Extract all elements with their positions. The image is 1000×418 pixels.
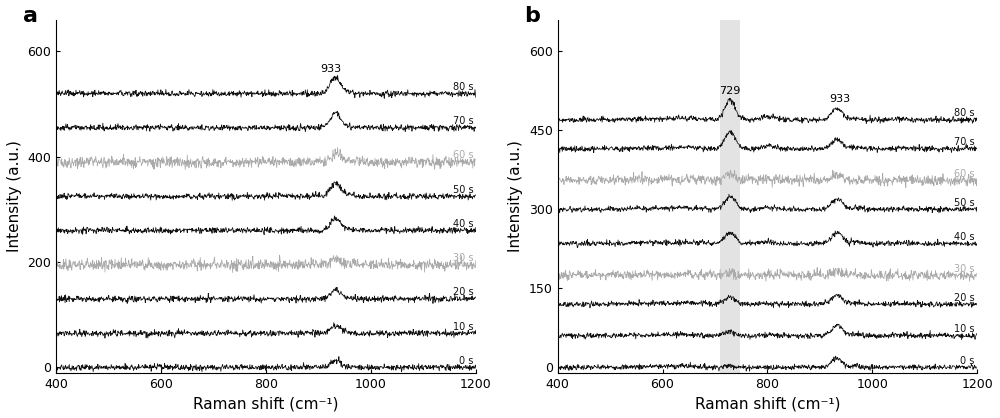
Y-axis label: Intensity (a.u.): Intensity (a.u.) <box>7 140 22 252</box>
Text: 80 s: 80 s <box>453 82 473 92</box>
Text: 20 s: 20 s <box>453 287 473 297</box>
Text: 40 s: 40 s <box>453 219 473 229</box>
Text: 933: 933 <box>320 64 341 74</box>
X-axis label: Raman shift (cm⁻¹): Raman shift (cm⁻¹) <box>695 396 840 411</box>
Text: 50 s: 50 s <box>954 198 975 208</box>
Text: 70 s: 70 s <box>453 116 473 126</box>
Text: 60 s: 60 s <box>954 169 975 179</box>
Text: 0 s: 0 s <box>459 356 473 366</box>
Text: 30 s: 30 s <box>453 253 473 263</box>
Text: 10 s: 10 s <box>453 321 473 331</box>
Text: 30 s: 30 s <box>954 264 975 274</box>
Bar <box>720 20 740 372</box>
Text: 0 s: 0 s <box>960 356 975 366</box>
Y-axis label: Intensity (a.u.): Intensity (a.u.) <box>508 140 523 252</box>
Text: 20 s: 20 s <box>954 293 975 303</box>
Text: 70 s: 70 s <box>954 137 975 147</box>
Text: 933: 933 <box>829 94 850 104</box>
Text: 729: 729 <box>719 86 741 96</box>
Text: 80 s: 80 s <box>954 108 975 118</box>
Text: 60 s: 60 s <box>453 150 473 161</box>
Text: b: b <box>524 6 540 25</box>
X-axis label: Raman shift (cm⁻¹): Raman shift (cm⁻¹) <box>193 396 339 411</box>
Text: 40 s: 40 s <box>954 232 975 242</box>
Text: 10 s: 10 s <box>954 324 975 334</box>
Text: 50 s: 50 s <box>453 185 473 195</box>
Text: a: a <box>23 6 38 25</box>
